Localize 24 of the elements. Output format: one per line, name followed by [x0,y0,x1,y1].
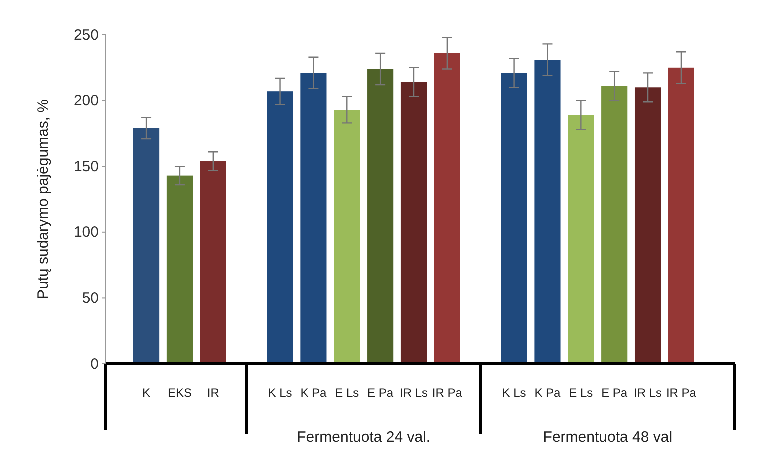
y-tick-label: 150 [74,158,99,176]
text: Fermentuota 48 val [543,429,673,446]
y-axis-title: Putų sudarymo pajėgumas, % [35,99,52,300]
x-tick-label: IR Ls [634,386,662,400]
x-tick-label: K Ls [268,386,292,400]
y-tick-label: 50 [82,290,99,307]
y-tick-label: 200 [74,92,99,110]
x-tick-label: EKS [168,386,192,400]
x-tick-label: IR [207,386,220,400]
x-tick-label: K Pa [300,386,328,400]
y-tick-label: 250 [74,26,99,44]
text: Fermentuota 24 val. [297,429,431,446]
x-tick-label: E Ls [335,386,360,400]
x-tick-label: E Pa [368,386,394,400]
x-tick-label: E Pa [602,386,628,400]
y-tick-label: 100 [74,224,99,242]
y-tick-label: 0 [90,356,99,373]
x-tick-label: K [142,386,151,400]
x-tick-label: E Ls [569,386,594,400]
x-tick-label: K Pa [534,386,562,400]
x-tick-label: IR Pa [666,386,697,400]
x-tick-label: IR Pa [432,386,463,400]
x-tick-label: IR Ls [400,386,428,400]
x-tick-label: K Ls [502,386,526,400]
